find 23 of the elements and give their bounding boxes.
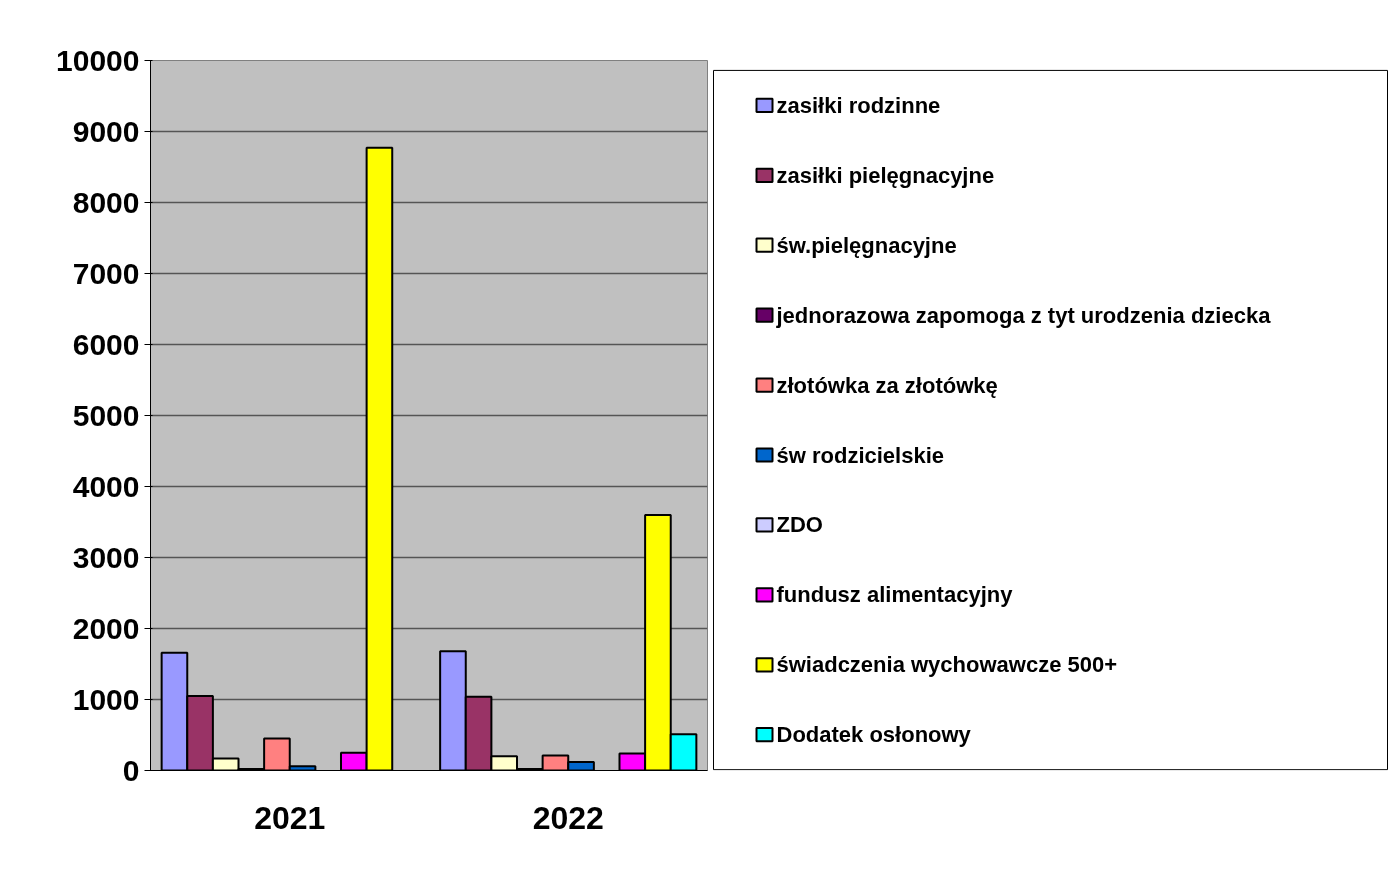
- legend-label: świadczenia wychowawcze 500+: [776, 652, 1118, 678]
- legend-label: ZDO: [776, 512, 823, 538]
- y-tick-label: 9000: [72, 114, 140, 148]
- y-tick-label: 2000: [72, 611, 140, 645]
- x-tick-label: 2022: [532, 799, 604, 836]
- legend-label: Dodatek osłonowy: [776, 722, 972, 748]
- y-tick-label: 1000: [72, 682, 140, 716]
- y-tick-label: 5000: [72, 398, 140, 432]
- legend-label: zasiłki pielęgnacyjne: [776, 162, 995, 188]
- y-tick-label: 0: [122, 753, 140, 787]
- legend-label: fundusz alimentacyjny: [776, 582, 1014, 608]
- legend-label: św rodzicielskie: [776, 442, 945, 468]
- x-tick-label: 2021: [254, 799, 326, 836]
- legend-label: jednorazowa zapomoga z tyt urodzenia dziecka: [775, 302, 1272, 328]
- y-tick-label: 3000: [72, 540, 140, 574]
- legend-label: złotówka za złotówkę: [776, 372, 998, 398]
- y-tick-label: 6000: [72, 327, 140, 361]
- legend-label: św.pielęgnacyjne: [776, 232, 957, 258]
- y-tick-label: 8000: [72, 185, 140, 219]
- y-tick-label: 4000: [72, 469, 140, 503]
- y-tick-label: 7000: [72, 256, 140, 290]
- legend-label: zasiłki rodzinne: [776, 92, 941, 118]
- y-tick-label: 10000: [56, 43, 140, 77]
